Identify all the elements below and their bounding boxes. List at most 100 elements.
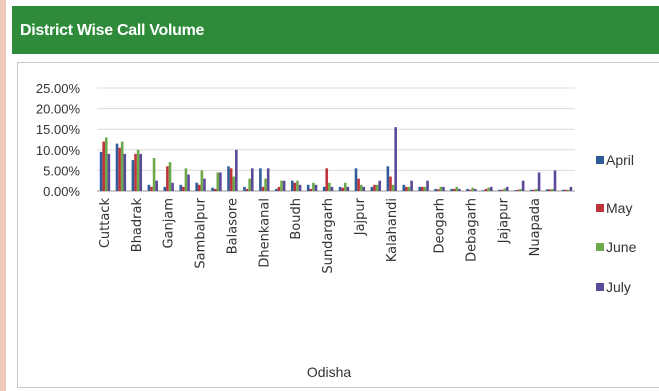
bar-july: [314, 184, 318, 191]
y-tick-label: 20.00%: [36, 102, 81, 117]
bar-july: [155, 180, 158, 191]
y-tick-label: 15.00%: [36, 122, 81, 137]
bar-june: [407, 186, 411, 191]
x-tick-label: Deogarh: [433, 198, 448, 254]
bar-may: [213, 188, 217, 191]
y-tick-label: 5.00%: [43, 163, 80, 178]
bar-may: [500, 189, 504, 191]
bar-june: [391, 184, 395, 191]
x-tick-label: Debagarh: [464, 198, 479, 262]
bar-april: [195, 182, 198, 191]
bar-july: [489, 186, 493, 191]
bar-may: [516, 189, 520, 191]
x-tick-label: Jajpur: [353, 197, 368, 236]
bar-july: [521, 180, 525, 191]
bar-june: [104, 137, 108, 191]
bar-may: [197, 184, 201, 191]
bar-july: [474, 188, 477, 191]
bar-july: [378, 180, 382, 191]
bar-june: [168, 162, 172, 191]
bar-june: [248, 178, 251, 191]
bar-april: [354, 168, 358, 191]
bar-june: [359, 184, 363, 191]
x-tick-label: Ganjam: [162, 198, 177, 249]
bar-july: [203, 178, 206, 191]
bar-june: [152, 158, 156, 191]
bar-may: [341, 187, 344, 191]
bar-june: [264, 178, 267, 191]
bar-july: [219, 172, 222, 191]
bar-april: [370, 186, 374, 191]
bar-may: [389, 176, 392, 191]
bar-july: [139, 153, 143, 191]
bar-july: [537, 172, 541, 191]
bar-june: [503, 188, 506, 191]
bar-may: [150, 186, 153, 191]
bar-july: [330, 186, 334, 191]
bar-april: [386, 166, 390, 191]
bar-april: [290, 180, 294, 191]
x-tick-label: Jajapur: [496, 197, 511, 244]
bar-july: [442, 186, 445, 191]
bar-april: [131, 160, 135, 191]
bar-may: [182, 186, 185, 191]
bar-april: [466, 188, 469, 191]
y-tick-label: 0.00%: [43, 184, 80, 199]
bar-may: [229, 168, 233, 191]
bar-july: [187, 174, 190, 191]
legend-swatch-july: [596, 283, 604, 291]
x-tick-label: Nuapada: [528, 198, 543, 256]
bar-april: [227, 166, 230, 191]
bar-april: [179, 184, 183, 191]
bar-april: [322, 186, 326, 191]
bar-april: [147, 184, 151, 191]
chart-title: District Wise Call Volume: [20, 22, 205, 39]
bar-july: [426, 180, 429, 191]
bar-april: [529, 189, 533, 191]
bar-april: [450, 188, 453, 191]
bar-may: [436, 189, 440, 191]
bar-july: [107, 153, 111, 191]
bar-june: [216, 172, 220, 191]
bar-july: [362, 186, 366, 191]
bar-june: [519, 188, 522, 191]
bar-july: [171, 182, 174, 191]
bar-june: [567, 189, 570, 191]
bar-june: [471, 187, 475, 191]
bar-july: [410, 180, 413, 191]
bar-july: [553, 170, 557, 191]
bar-july: [346, 186, 350, 191]
chart-frame: [17, 62, 659, 388]
x-axis-title: Odisha: [307, 364, 352, 380]
bar-june: [312, 182, 315, 191]
bar-june: [375, 184, 379, 191]
bar-july: [266, 168, 270, 191]
bar-april: [545, 189, 549, 191]
bar-july: [394, 127, 397, 191]
bar-june: [343, 182, 347, 191]
bar-july: [569, 186, 573, 191]
bar-july: [235, 149, 238, 191]
bar-may: [134, 153, 137, 191]
bar-may: [102, 141, 105, 191]
bar-april: [482, 190, 485, 191]
legend-label-june: June: [606, 239, 637, 255]
y-tick-label: 10.00%: [36, 143, 81, 158]
legend-label-may: May: [606, 200, 632, 216]
bar-may: [277, 186, 281, 191]
bar-may: [118, 147, 121, 191]
bar-june: [120, 141, 124, 191]
bar-june: [136, 149, 140, 191]
bar-may: [548, 189, 552, 191]
x-tick-label: Dhenkanal: [257, 198, 272, 268]
bar-may: [261, 186, 265, 191]
bar-april: [498, 189, 501, 191]
legend-swatch-april: [596, 156, 604, 164]
bar-june: [439, 186, 443, 191]
bar-april: [561, 189, 565, 191]
bar-june: [551, 188, 554, 191]
bar-april: [306, 184, 310, 191]
x-tick-label: Cuttack: [98, 198, 113, 249]
